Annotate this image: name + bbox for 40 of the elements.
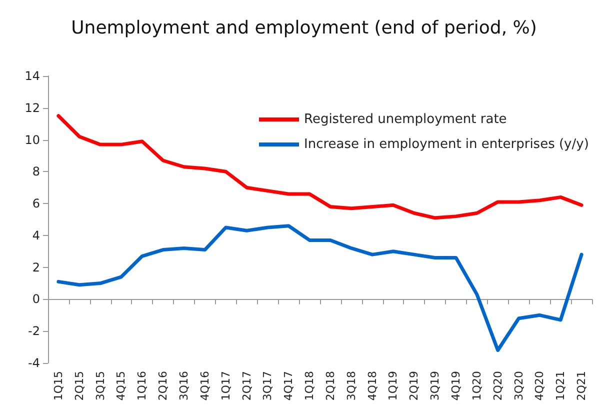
x-tick-label: 4Q16	[198, 371, 212, 401]
x-tick-label: 2Q21	[575, 371, 588, 401]
x-tick-label: 2Q19	[408, 371, 421, 401]
y-tick-label: -4	[28, 356, 40, 370]
x-tick-label: 3Q15	[94, 371, 107, 401]
x-tick-label: 1Q15	[52, 371, 65, 401]
x-tick-label: 3Q20	[512, 371, 526, 401]
legend-label: Increase in employment in enterprises (y/y)	[304, 137, 589, 152]
y-tick-label: 2	[32, 260, 40, 274]
y-tick-label: 8	[32, 164, 40, 179]
x-tick-label: 1Q18	[303, 371, 316, 401]
x-tick-label: 1Q16	[136, 371, 149, 401]
x-tick-label: 4Q18	[366, 371, 379, 401]
x-tick-label: 4Q19	[450, 371, 462, 401]
x-tick-label: 2Q16	[156, 371, 170, 401]
x-tick-label: 2Q20	[491, 371, 504, 401]
x-tick-label: 4Q15	[114, 371, 128, 401]
y-tick-label: 6	[32, 196, 40, 211]
x-tick-label: 2Q15	[72, 371, 86, 401]
y-tick-label: 10	[24, 132, 40, 147]
x-tick-label: 1Q17	[219, 371, 232, 401]
x-tick-label: 1Q21	[554, 371, 568, 401]
x-tick-label: 2Q17	[240, 371, 254, 401]
x-tick-label: 4Q20	[533, 371, 546, 401]
x-tick-label: 3Q16	[178, 371, 190, 401]
x-tick-label: 1Q19	[386, 371, 400, 401]
y-tick-label: 12	[24, 100, 40, 115]
x-tick-label: 4Q17	[282, 371, 296, 401]
x-tick-label: 3Q18	[344, 371, 358, 401]
x-tick-label: 2Q18	[324, 371, 337, 401]
y-tick-label: 0	[32, 292, 40, 306]
line-series	[56, 224, 584, 352]
y-tick-label: -2	[28, 324, 40, 338]
x-tick-label: 3Q19	[428, 371, 442, 401]
y-tick-label: 14	[24, 69, 40, 83]
x-tick-label: 3Q17	[261, 371, 274, 401]
x-tick-label: 1Q20	[470, 371, 484, 401]
y-tick-label: 4	[32, 228, 40, 242]
chart-title: Unemployment and employment (end of period, %)	[71, 18, 537, 38]
legend-label: Registered unemployment rate	[304, 112, 507, 127]
